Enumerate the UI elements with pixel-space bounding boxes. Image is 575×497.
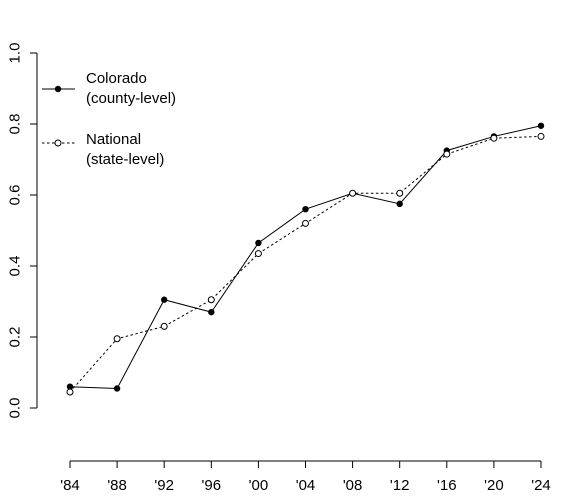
x-tick-label: '84 (60, 477, 80, 494)
legend-label: National (86, 131, 141, 148)
x-tick-label: '04 (296, 477, 316, 494)
x-axis: '84 '88 '92 '96 '00 '04 '08 '12 '16 '20 '24 (60, 460, 551, 494)
y-tick-label: 0.8 (7, 114, 24, 135)
legend-marker (54, 139, 62, 147)
y-tick-label: 1.0 (7, 43, 24, 64)
legend: Colorado (county-level) National (state-lev… (42, 70, 176, 168)
data-point (537, 122, 545, 129)
data-point (113, 385, 121, 392)
data-point (490, 134, 498, 142)
legend-item: National (state-level) (42, 131, 164, 168)
x-tick-label: '20 (484, 477, 504, 494)
data-point (254, 250, 262, 258)
x-tick-label: '92 (154, 477, 174, 494)
data-point (396, 189, 404, 197)
y-tick-label: 0.4 (7, 256, 24, 277)
data-point (302, 206, 309, 213)
y-tick-label: 0.2 (7, 327, 24, 348)
x-tick-label: '96 (202, 477, 222, 494)
data-point (207, 296, 215, 304)
legend-marker (54, 85, 62, 93)
y-tick-label: 0.0 (7, 398, 24, 419)
data-point (113, 335, 121, 343)
x-tick-label: '16 (437, 477, 457, 494)
data-point (255, 239, 262, 247)
legend-label: (state-level) (86, 151, 164, 168)
data-point (66, 388, 74, 396)
data-point (537, 132, 545, 140)
data-point (349, 189, 357, 197)
legend-label: Colorado (86, 70, 147, 87)
series-layer (66, 122, 545, 396)
y-tick-label: 0.6 (7, 185, 24, 206)
legend-label: (county-level) (86, 90, 176, 107)
data-point (443, 150, 451, 158)
legend-item: Colorado (county-level) (42, 70, 176, 107)
x-tick-label: '12 (390, 477, 410, 494)
y-axis: 0.0 0.2 0.4 0.6 0.8 1.0 (7, 43, 38, 419)
data-point (396, 200, 403, 208)
x-tick-label: '00 (249, 477, 269, 494)
data-point (302, 219, 309, 227)
series-line (69, 135, 542, 393)
x-tick-label: '24 (531, 477, 551, 494)
x-tick-label: '08 (343, 477, 363, 494)
data-point (208, 308, 215, 316)
series-1 (66, 132, 545, 396)
x-tick-label: '88 (107, 477, 127, 494)
data-point (161, 296, 168, 303)
data-point (160, 322, 168, 330)
